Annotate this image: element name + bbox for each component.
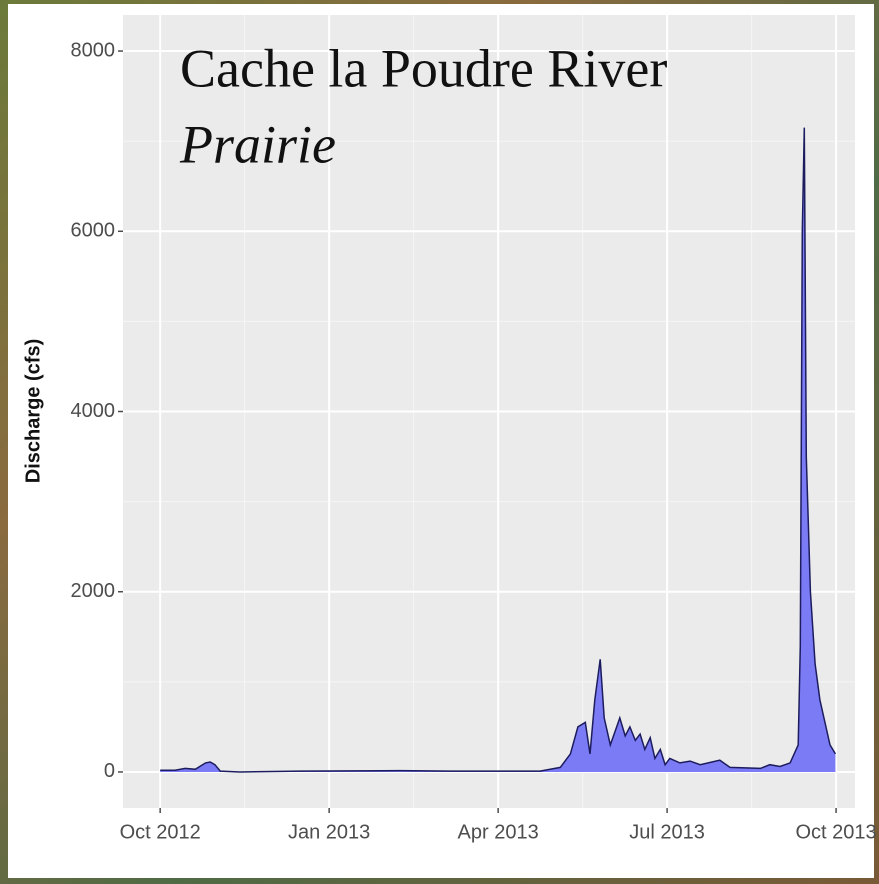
x-tick-label: Oct 2013 [795,821,876,843]
chart-subtitle: Prairie [179,114,336,174]
x-tick-label: Jan 2013 [288,821,370,843]
y-tick-label: 8000 [71,39,116,61]
y-axis-label: Discharge (cfs) [22,339,44,484]
x-tick-label: Apr 2013 [458,821,539,843]
y-tick-label: 0 [104,760,115,782]
x-tick-label: Oct 2012 [120,821,201,843]
x-tick-label: Jul 2013 [629,821,705,843]
marks [160,127,837,773]
y-tick-label: 6000 [71,220,116,242]
grid [123,15,855,808]
area-line [160,127,837,773]
chart-title: Cache la Poudre River [180,38,667,98]
y-tick-label: 2000 [71,580,116,602]
y-tick-label: 4000 [71,400,116,422]
